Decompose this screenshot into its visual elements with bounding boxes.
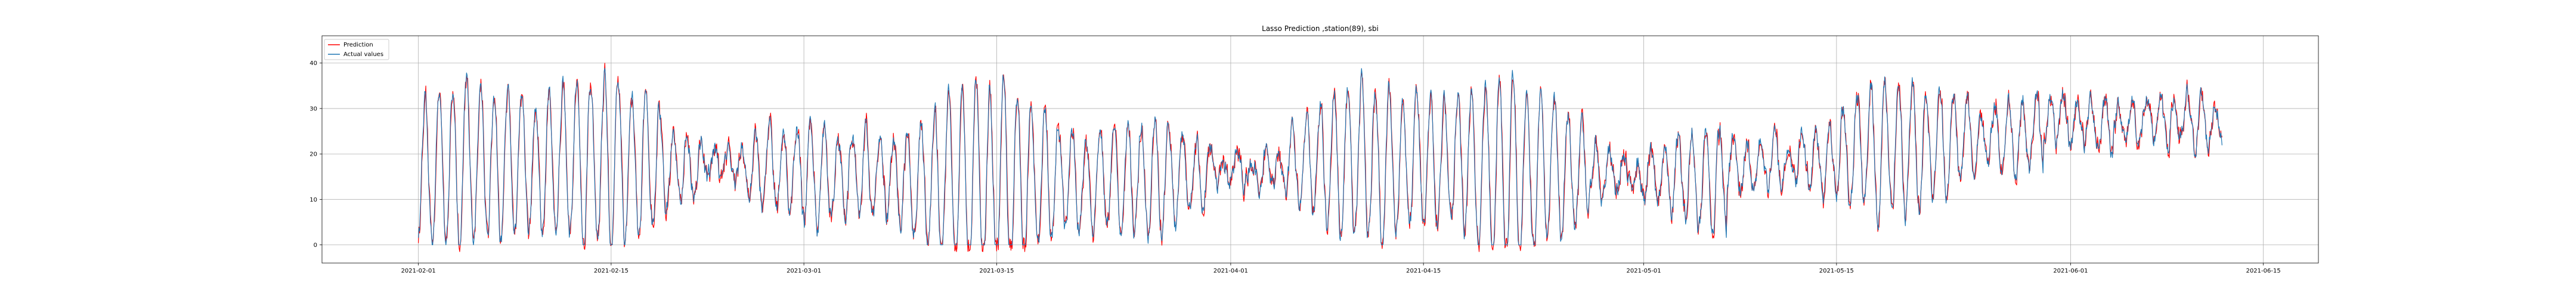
x-tick-label: 2021-05-01 <box>1627 268 1661 274</box>
x-tick-label: 2021-02-15 <box>594 268 628 274</box>
x-tick-label: 2021-04-01 <box>1213 268 1248 274</box>
series-line-actual <box>418 67 2222 246</box>
legend-box <box>324 39 389 60</box>
legend-label-prediction: Prediction <box>343 42 373 48</box>
axes: 2021-02-01 2021-02-15 2021-03-01 2021-03-15… <box>309 60 2280 274</box>
legend: Prediction Actual values <box>324 39 389 60</box>
y-tick-label: 40 <box>309 60 317 67</box>
x-tick-label: 2021-03-01 <box>787 268 821 274</box>
y-tick-label: 10 <box>309 197 317 203</box>
y-tick-label: 30 <box>309 106 317 112</box>
x-tick-label: 2021-03-15 <box>979 268 1014 274</box>
y-tick-label: 20 <box>309 152 317 158</box>
plot-area-frame <box>321 35 2319 264</box>
x-tick-label: 2021-06-01 <box>2053 268 2088 274</box>
chart-title: Lasso Prediction ,station(89), sbi <box>1262 24 1379 33</box>
x-tick-label: 2021-06-15 <box>2246 268 2281 274</box>
x-tick-label: 2021-04-15 <box>1406 268 1441 274</box>
legend-label-actual: Actual values <box>343 51 383 58</box>
x-tick-label: 2021-02-01 <box>401 268 436 274</box>
y-tick-label: 0 <box>314 242 317 249</box>
x-tick-label: 2021-05-15 <box>1819 268 1854 274</box>
series-lines <box>418 63 2222 252</box>
